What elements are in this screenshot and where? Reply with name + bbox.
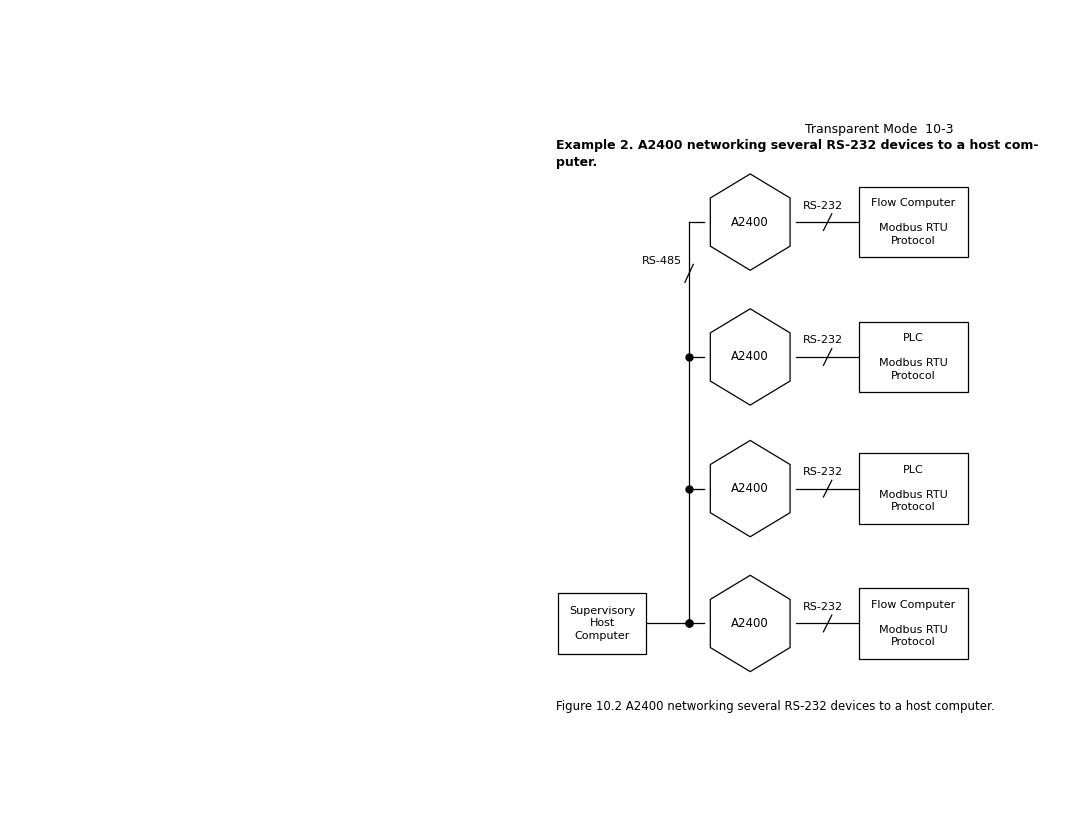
Text: RS-232: RS-232 [804, 200, 843, 210]
Text: PLC

Modbus RTU
Protocol: PLC Modbus RTU Protocol [879, 465, 948, 512]
Text: Flow Computer

Modbus RTU
Protocol: Flow Computer Modbus RTU Protocol [872, 198, 956, 246]
Text: RS-232: RS-232 [804, 467, 843, 477]
Text: A2400: A2400 [731, 617, 769, 630]
Polygon shape [711, 309, 791, 405]
FancyBboxPatch shape [859, 454, 968, 524]
Text: PLC

Modbus RTU
Protocol: PLC Modbus RTU Protocol [879, 334, 948, 380]
Text: Figure 10.2 A2400 networking several RS-232 devices to a host computer.: Figure 10.2 A2400 networking several RS-… [556, 701, 995, 713]
FancyBboxPatch shape [859, 588, 968, 659]
Text: Flow Computer

Modbus RTU
Protocol: Flow Computer Modbus RTU Protocol [872, 600, 956, 647]
Text: RS-485: RS-485 [643, 256, 683, 266]
Text: A2400: A2400 [731, 482, 769, 495]
Text: Example 2. A2400 networking several RS-232 devices to a host com-
puter.: Example 2. A2400 networking several RS-2… [556, 138, 1039, 168]
Polygon shape [711, 174, 791, 270]
Text: RS-232: RS-232 [804, 602, 843, 612]
Text: Transparent Mode  10-3: Transparent Mode 10-3 [805, 123, 954, 136]
Text: A2400: A2400 [731, 350, 769, 364]
Polygon shape [711, 440, 791, 537]
Polygon shape [711, 575, 791, 671]
FancyBboxPatch shape [859, 322, 968, 392]
FancyBboxPatch shape [859, 187, 968, 258]
Text: Supervisory
Host
Computer: Supervisory Host Computer [569, 606, 635, 641]
Text: A2400: A2400 [731, 216, 769, 229]
Text: RS-232: RS-232 [804, 335, 843, 345]
FancyBboxPatch shape [558, 593, 646, 654]
